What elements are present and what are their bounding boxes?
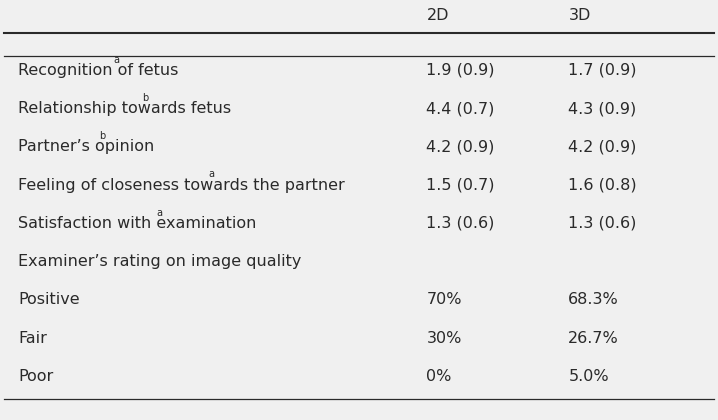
Text: Poor: Poor: [19, 369, 54, 384]
Text: 4.3 (0.9): 4.3 (0.9): [569, 101, 637, 116]
Text: b: b: [142, 93, 148, 103]
Text: Recognition of fetus: Recognition of fetus: [19, 63, 179, 78]
Text: 4.2 (0.9): 4.2 (0.9): [426, 139, 495, 155]
Text: 1.3 (0.6): 1.3 (0.6): [569, 216, 637, 231]
Text: Feeling of closeness towards the partner: Feeling of closeness towards the partner: [19, 178, 345, 193]
Text: 30%: 30%: [426, 331, 462, 346]
Text: Positive: Positive: [19, 292, 80, 307]
Text: Fair: Fair: [19, 331, 47, 346]
Text: 1.6 (0.8): 1.6 (0.8): [569, 178, 637, 193]
Text: a: a: [113, 55, 120, 65]
Text: Examiner’s rating on image quality: Examiner’s rating on image quality: [19, 254, 302, 269]
Text: 2D: 2D: [426, 8, 449, 23]
Text: 68.3%: 68.3%: [569, 292, 619, 307]
Text: 4.4 (0.7): 4.4 (0.7): [426, 101, 495, 116]
Text: b: b: [99, 131, 106, 141]
Text: 1.3 (0.6): 1.3 (0.6): [426, 216, 495, 231]
Text: Satisfaction with examination: Satisfaction with examination: [19, 216, 257, 231]
Text: 3D: 3D: [569, 8, 591, 23]
Text: Relationship towards fetus: Relationship towards fetus: [19, 101, 231, 116]
Text: 1.9 (0.9): 1.9 (0.9): [426, 63, 495, 78]
Text: 1.5 (0.7): 1.5 (0.7): [426, 178, 495, 193]
Text: a: a: [208, 169, 215, 179]
Text: 5.0%: 5.0%: [569, 369, 609, 384]
Text: a: a: [157, 208, 162, 218]
Text: 4.2 (0.9): 4.2 (0.9): [569, 139, 637, 155]
Text: 0%: 0%: [426, 369, 452, 384]
Text: 70%: 70%: [426, 292, 462, 307]
Text: 26.7%: 26.7%: [569, 331, 619, 346]
Text: 1.7 (0.9): 1.7 (0.9): [569, 63, 637, 78]
Text: Partner’s opinion: Partner’s opinion: [19, 139, 154, 155]
